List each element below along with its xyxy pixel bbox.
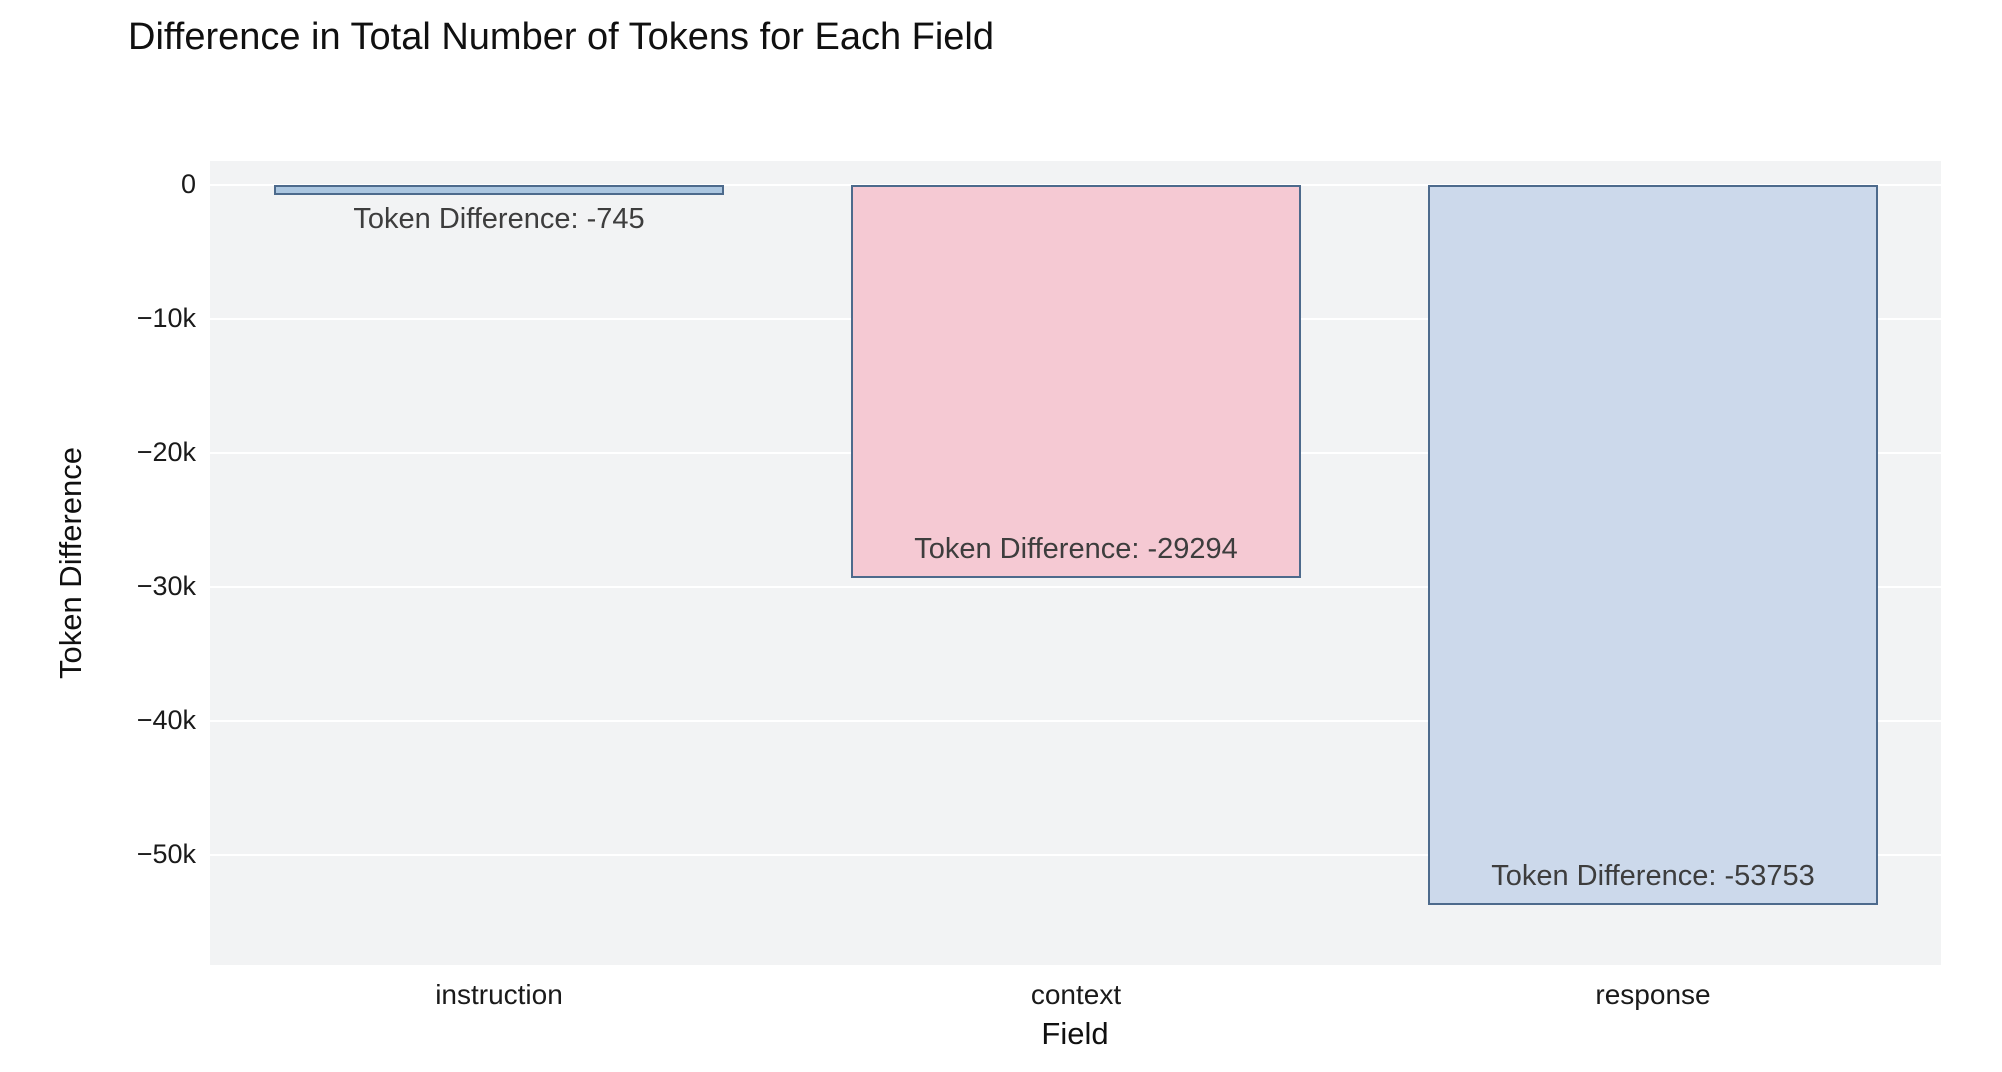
y-axis-title: Token Difference	[53, 446, 88, 680]
y-tick-label: −50k	[136, 839, 196, 870]
x-tick-label: context	[1030, 979, 1122, 1010]
gridline	[210, 854, 1941, 857]
bar-context[interactable]: Token Difference: -29294	[851, 185, 1301, 578]
y-tick-label: 0	[180, 169, 196, 200]
y-tick-label: −20k	[136, 437, 196, 468]
bar-value-label: Token Difference: -53753	[1491, 860, 1815, 892]
y-tick-label: −40k	[136, 705, 196, 736]
plot-area: Token Difference: -745 Token Difference: …	[210, 161, 1941, 965]
gridline	[210, 586, 1941, 589]
x-axis-title: Field	[1041, 1016, 1109, 1051]
chart-title: Difference in Total Number of Tokens for…	[128, 16, 995, 58]
y-tick-label: −10k	[136, 303, 196, 334]
x-tick-label: instruction	[435, 979, 563, 1010]
x-tick-label: response	[1595, 979, 1711, 1010]
bar-instruction[interactable]	[274, 185, 724, 195]
y-tick-label: −30k	[136, 571, 196, 602]
bar-value-label: Token Difference: -745	[353, 203, 645, 235]
gridline	[210, 720, 1941, 723]
bar-value-label: Token Difference: -29294	[914, 533, 1238, 565]
bar-response[interactable]: Token Difference: -53753	[1428, 185, 1878, 905]
